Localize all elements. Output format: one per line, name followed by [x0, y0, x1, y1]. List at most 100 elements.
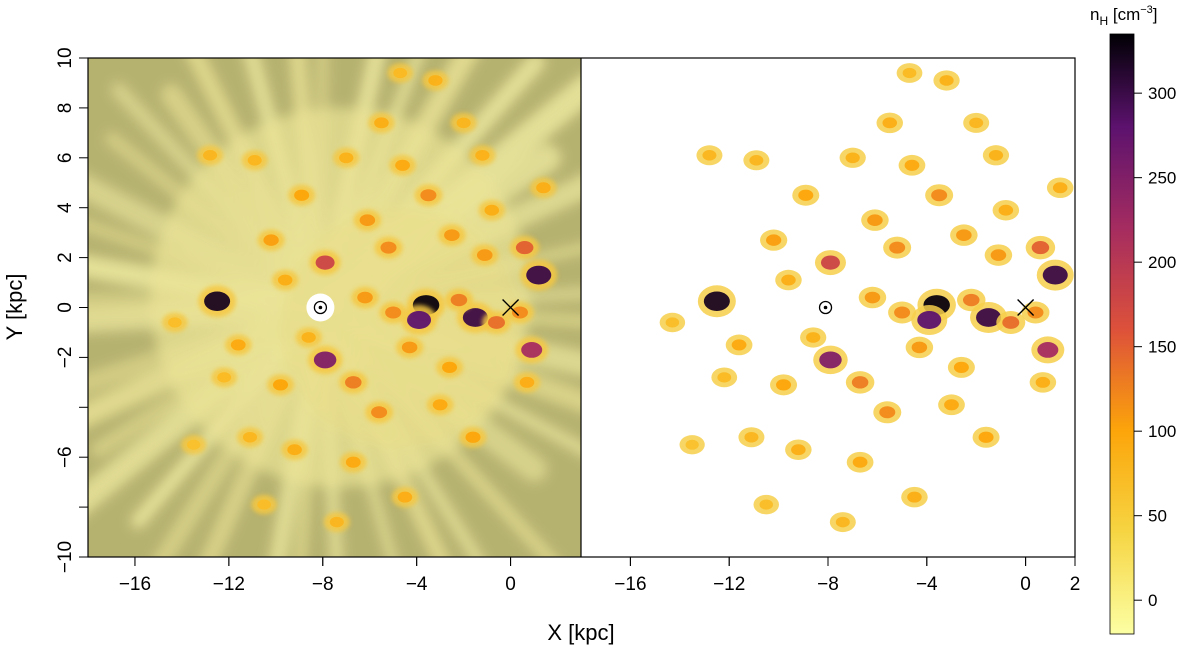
cloud-core	[230, 339, 246, 351]
y-tick-label: 10	[55, 47, 76, 68]
cloud-core	[988, 149, 1004, 161]
cloud-core	[845, 152, 860, 164]
colorbar-gradient	[1109, 33, 1135, 635]
cloud-core	[456, 117, 471, 129]
cloud-core	[819, 351, 842, 369]
cloud-core	[476, 249, 493, 261]
cloud-core	[462, 308, 488, 327]
y-tick-label: 8	[55, 103, 76, 114]
cloud-core	[953, 361, 969, 374]
y-tick-label: 6	[55, 153, 76, 164]
cloud-core	[432, 399, 448, 411]
cloud-core	[917, 310, 942, 329]
cloud-core	[1042, 265, 1068, 285]
cloud-core	[879, 406, 896, 419]
cloud-core	[931, 189, 948, 202]
cloud-core	[902, 67, 917, 79]
sun-marker-dot	[823, 305, 828, 310]
cloud-core	[776, 379, 792, 391]
cloud-core	[442, 361, 458, 374]
cloud-core	[315, 255, 335, 270]
cloud-core	[969, 117, 984, 129]
x-tick-label: −8	[817, 574, 839, 595]
cloud-core	[475, 149, 490, 161]
cloud-core	[294, 189, 310, 201]
cloud-core	[487, 316, 505, 329]
cloud-core	[939, 75, 954, 86]
cloud-core	[313, 351, 337, 369]
y-axis-title: Y [kpc]	[2, 274, 27, 341]
cloud-core	[247, 155, 262, 166]
cloud-core	[998, 204, 1014, 216]
cloud-core	[204, 291, 231, 312]
cloud-core	[852, 456, 868, 468]
cloud-core	[867, 214, 883, 226]
x-tick-label: −8	[312, 574, 334, 595]
galactic-centre-marker	[1017, 299, 1035, 316]
cloud-core	[526, 265, 552, 285]
cloud-core	[820, 255, 840, 270]
y-tick-label: −6	[55, 446, 76, 468]
cloud-core	[257, 499, 271, 510]
cloud-core	[835, 516, 850, 528]
sun-marker	[313, 300, 328, 315]
y-tick-label: −2	[55, 347, 76, 369]
cloud-core	[889, 241, 906, 254]
cloud-core	[511, 306, 528, 319]
cloud-core	[1031, 241, 1050, 255]
cloud-core	[703, 291, 730, 312]
cloud-core	[484, 204, 500, 216]
cloud-core	[428, 75, 443, 86]
cloud-core	[339, 152, 354, 164]
cloud-core	[904, 159, 920, 171]
cloud-core	[519, 376, 535, 388]
cloud-core	[685, 439, 699, 450]
cloud-core	[357, 291, 373, 304]
cloud-core	[420, 189, 437, 202]
cloud-core	[359, 214, 376, 226]
cloud-core	[203, 150, 218, 161]
colorbar-tick-label: 200	[1148, 253, 1176, 272]
cloud-core	[1052, 182, 1068, 194]
cloud-core	[894, 306, 911, 319]
left-clouds	[162, 63, 558, 533]
cloud-core	[345, 376, 362, 389]
y-tick-label: 2	[55, 252, 76, 263]
x-tick-label: 2	[1070, 574, 1081, 595]
cloud-core	[465, 431, 481, 443]
axes: −16 −12 −8 −4 0 −16 −12 −8 −4 0 2 10 8 6 4 2 0 −2 −6 −10	[55, 47, 1080, 595]
cloud-core	[168, 317, 182, 328]
cloud-core	[731, 339, 747, 351]
x-axis-title: X [kpc]	[547, 620, 614, 645]
cloud-core	[277, 274, 293, 286]
colorbar-tick-label: 250	[1148, 169, 1176, 188]
x-tick-label: −16	[614, 574, 646, 595]
x-tick-label: −16	[119, 574, 151, 595]
cloud-core	[990, 249, 1007, 261]
x-tick-label: 0	[1020, 574, 1031, 595]
cloud-core	[976, 308, 1002, 327]
cloud-core	[978, 431, 994, 443]
cloud-core	[395, 159, 410, 171]
cloud-core	[263, 234, 279, 246]
cloud-core	[944, 399, 959, 411]
y-tick-label: 4	[55, 202, 76, 213]
cloud-core	[242, 431, 257, 443]
cloud-core	[791, 444, 806, 456]
x-tick-label: −4	[916, 574, 938, 595]
cloud-core	[444, 229, 460, 241]
cloud-core	[521, 342, 543, 358]
colorbar-title: nH [cm−3]	[1090, 4, 1158, 28]
cloud-core	[407, 310, 432, 329]
cloud-core	[401, 341, 418, 354]
colorbar: nH [cm−3] 0 50 100 150 200 250 300	[1090, 4, 1176, 635]
x-tick-label: −4	[406, 574, 428, 595]
colorbar-tick-label: 100	[1148, 422, 1176, 441]
cloud-core	[911, 341, 928, 354]
cloud-core	[882, 117, 897, 129]
cloud-core	[1037, 342, 1059, 358]
cloud-core	[393, 67, 408, 79]
cloud-core	[717, 372, 732, 383]
colorbar-ticks: 0 50 100 150 200 250 300	[1134, 84, 1176, 610]
